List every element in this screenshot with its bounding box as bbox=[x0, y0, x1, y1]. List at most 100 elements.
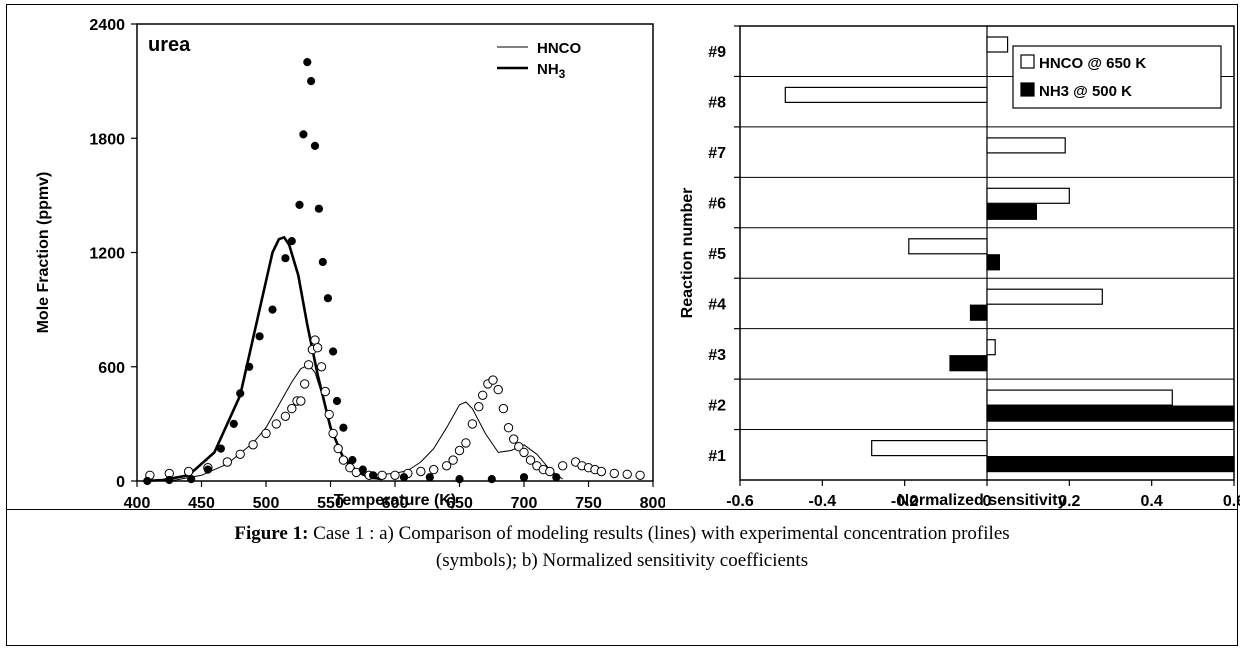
category-label: #2 bbox=[708, 397, 726, 414]
category-label: #7 bbox=[708, 145, 726, 162]
hnco-data-point bbox=[558, 461, 568, 471]
nh3-data-point bbox=[307, 77, 316, 86]
figure-caption: Figure 1: Case 1 : a) Comparison of mode… bbox=[6, 520, 1238, 574]
hnco-data-point bbox=[609, 468, 619, 479]
x-tick-label-a: 600 bbox=[382, 495, 409, 512]
x-tick-label-a: 800 bbox=[640, 495, 665, 512]
x-tick-label-a: 400 bbox=[124, 495, 151, 512]
hnco-data-point bbox=[222, 457, 233, 467]
category-label: #4 bbox=[708, 296, 726, 313]
nh3-data-point bbox=[310, 141, 320, 150]
hnco-data-point bbox=[324, 409, 334, 420]
hnco-data-point bbox=[416, 466, 426, 477]
figure-frame bbox=[6, 4, 1238, 646]
x-tick-label-a: 750 bbox=[575, 495, 602, 512]
nh3-sensitivity-bar bbox=[986, 254, 1000, 271]
hnco-sensitivity-bar bbox=[986, 339, 996, 356]
x-tick-label-b: 0 bbox=[983, 493, 992, 510]
nh3-data-point bbox=[455, 475, 464, 484]
nh3-data-point bbox=[268, 305, 277, 314]
hnco-data-point bbox=[296, 396, 306, 406]
y-axis-label-a: Mole Fraction (ppmv) bbox=[35, 172, 52, 334]
category-label: #5 bbox=[708, 246, 726, 263]
nh3-data-point bbox=[295, 200, 304, 209]
nh3-data-point bbox=[281, 254, 290, 263]
hnco-data-point bbox=[596, 466, 607, 477]
nh3-data-point bbox=[287, 237, 296, 246]
nh3-sensitivity-bar bbox=[949, 355, 988, 372]
y-tick-label-a: 0 bbox=[116, 474, 125, 491]
hnco-sensitivity-bar bbox=[986, 288, 1103, 305]
hnco-data-point bbox=[183, 466, 194, 477]
hnco-sensitivity-bar bbox=[986, 36, 1009, 53]
x-tick-label-a: 500 bbox=[253, 495, 280, 512]
category-label: #9 bbox=[708, 44, 726, 61]
nh3-data-point bbox=[323, 294, 332, 303]
hnco-data-point bbox=[622, 469, 632, 479]
hnco-data-point bbox=[519, 447, 529, 458]
nh3-data-point bbox=[303, 58, 312, 67]
x-tick-label-b: 0.6 bbox=[1223, 493, 1240, 510]
hnco-data-point bbox=[377, 470, 387, 480]
category-label: #6 bbox=[708, 196, 726, 213]
x-tick-label-b: -0.6 bbox=[726, 493, 754, 510]
nh3-data-point bbox=[487, 475, 496, 484]
hnco-data-point bbox=[333, 443, 343, 454]
caption-line-2: (symbols); b) Normalized sensitivity coe… bbox=[435, 550, 809, 571]
nh3-data-point bbox=[143, 476, 152, 486]
nh3-data-point bbox=[552, 473, 561, 482]
hnco-sensitivity-bar bbox=[908, 238, 988, 255]
hnco-sensitivity-bar bbox=[871, 440, 988, 457]
hnco-data-point bbox=[514, 442, 524, 452]
hnco-data-point bbox=[390, 470, 400, 480]
hnco-data-point bbox=[261, 428, 271, 439]
hnco-sensitivity-bar bbox=[986, 137, 1066, 154]
nh3-data-point bbox=[369, 471, 378, 480]
nh3-data-point bbox=[236, 389, 245, 398]
hnco-data-point bbox=[454, 445, 465, 456]
x-tick-label-b: -0.2 bbox=[891, 493, 919, 510]
hnco-data-point bbox=[448, 455, 458, 465]
y-axis-label-b: Reaction number bbox=[679, 188, 696, 319]
hnco-data-point bbox=[467, 419, 478, 429]
nh3-sensitivity-bar bbox=[986, 456, 1235, 473]
legend-box-b bbox=[1012, 45, 1222, 109]
legend-label-b: NH3 @ 500 K bbox=[1039, 83, 1132, 100]
hnco-data-point bbox=[312, 343, 323, 353]
hnco-data-point bbox=[328, 428, 338, 439]
nh3-data-point bbox=[425, 473, 434, 482]
hnco-data-point bbox=[280, 411, 291, 421]
hnco-data-point bbox=[509, 434, 519, 444]
hnco-data-point bbox=[235, 449, 245, 459]
sensitivity-bar-chart: #9 #8 #7 #6 #5 #4 #3 #2 #1 -0.6 -0.4 -0.2 0 0.2 0.4 0.6… bbox=[679, 25, 1240, 510]
nh3-data-point bbox=[318, 257, 327, 267]
hnco-sensitivity-bar bbox=[986, 187, 1070, 204]
x-tick-label-b: 0.2 bbox=[1058, 493, 1080, 510]
hnco-data-point bbox=[271, 419, 281, 429]
legend-label-nh3: NH3 bbox=[537, 61, 566, 81]
hnco-data-point bbox=[441, 461, 452, 471]
x-axis-label-a: Temperature (K) bbox=[334, 492, 456, 509]
hnco-data-point bbox=[320, 386, 330, 397]
hnco-data-point bbox=[248, 440, 258, 450]
hnco-data-point bbox=[338, 455, 349, 465]
nh3-data-point bbox=[314, 204, 323, 213]
nh3-data-point bbox=[299, 130, 308, 139]
legend-swatch-b bbox=[1020, 54, 1035, 69]
chart-annotation-urea: urea bbox=[148, 34, 191, 56]
hnco-data-point bbox=[461, 438, 471, 448]
hnco-data-point bbox=[429, 464, 439, 475]
hnco-data-point bbox=[493, 384, 503, 395]
hnco-data-point bbox=[503, 423, 514, 433]
y-tick-label-a: 1800 bbox=[89, 131, 125, 148]
hnco-data-point bbox=[316, 362, 327, 372]
nh3-sensitivity-bar bbox=[986, 203, 1038, 220]
nh3-data-point bbox=[255, 332, 264, 341]
nh3-data-point bbox=[332, 396, 342, 406]
hnco-data-point bbox=[345, 463, 355, 473]
hnco-sensitivity-bar bbox=[784, 86, 988, 104]
x-axis-label-b: Normalized sensitivity bbox=[898, 492, 1067, 509]
nh3-data-point bbox=[203, 465, 212, 474]
x-tick-label-b: -0.4 bbox=[809, 493, 837, 510]
hnco-data-point bbox=[474, 402, 484, 412]
